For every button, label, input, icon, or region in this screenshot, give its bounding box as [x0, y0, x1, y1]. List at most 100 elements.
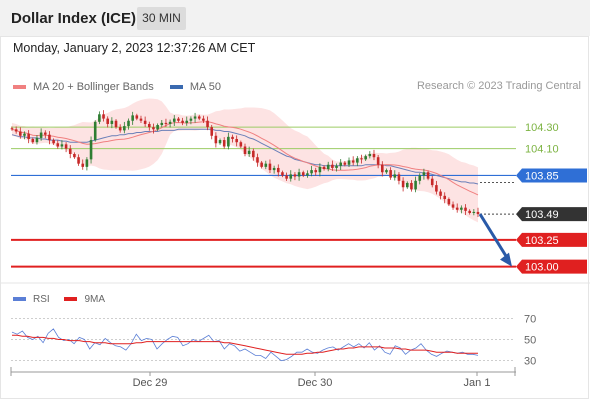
rsi-tick-label-0: 70	[524, 313, 536, 325]
candle	[318, 163, 322, 177]
candle-body	[252, 150, 255, 158]
candle-body	[314, 170, 318, 173]
candle-body	[43, 132, 47, 135]
candle-body	[397, 174, 401, 181]
legend-rsi-swatch	[13, 297, 26, 301]
candle	[14, 126, 18, 134]
candle	[210, 124, 214, 140]
candle	[131, 111, 134, 125]
candle	[256, 153, 259, 167]
candle-body	[214, 135, 218, 144]
candle-body	[293, 174, 297, 177]
legend-rsi-label: RSI	[33, 293, 50, 305]
candle-body	[335, 165, 338, 168]
candle-body	[401, 180, 405, 188]
candle	[430, 175, 434, 188]
candle	[285, 172, 288, 181]
candle-body	[256, 157, 259, 163]
candle	[335, 163, 338, 172]
rsi-tick-label-1: 50	[524, 335, 536, 347]
forecast-arrow-shaft	[478, 213, 509, 259]
candle-body	[35, 137, 39, 143]
candle-body	[218, 140, 222, 144]
candle	[77, 154, 80, 166]
candle-body	[152, 127, 155, 130]
last-price-tag	[516, 207, 587, 222]
candle-body	[118, 127, 122, 131]
candle	[331, 160, 334, 171]
candle-body	[160, 122, 164, 126]
candle-body	[93, 121, 97, 141]
candle-body	[430, 178, 434, 186]
x-tick-label-0: Dec 29	[133, 377, 168, 389]
candle	[472, 209, 476, 216]
candle	[68, 145, 72, 159]
candle	[214, 132, 218, 148]
candle	[281, 170, 284, 178]
candle-body	[85, 159, 89, 167]
candle	[455, 203, 459, 213]
candle-body	[472, 211, 476, 213]
candle	[243, 143, 247, 157]
candle-body	[227, 136, 230, 147]
candle	[314, 167, 318, 176]
candle	[64, 142, 68, 153]
pivot-label: 103.85	[525, 170, 559, 182]
timeframe-button[interactable]: 30 MIN	[137, 7, 186, 30]
candle	[189, 116, 193, 125]
candle-body	[260, 162, 263, 167]
candle-body	[389, 170, 392, 178]
candle-body	[272, 167, 276, 171]
ma20-line	[11, 121, 479, 196]
candle-body	[393, 174, 397, 178]
candle	[43, 130, 47, 139]
candle-body	[164, 122, 168, 124]
candle	[197, 114, 201, 121]
candle-body	[455, 207, 459, 210]
instrument-title: Dollar Index (ICE)	[11, 10, 137, 27]
candle	[272, 165, 276, 174]
candle-body	[297, 172, 301, 177]
candle-body	[268, 163, 272, 171]
candle-body	[351, 160, 355, 163]
candle-body	[460, 207, 463, 210]
support-tag-4	[516, 232, 587, 247]
candle	[297, 168, 301, 181]
candle	[364, 154, 367, 161]
candle	[81, 159, 85, 170]
price-chart[interactable]: 104.30 104.10 103.85 103.49 103.25 103.00	[0, 0, 590, 290]
candle-body	[231, 136, 234, 139]
candle	[114, 119, 118, 129]
candle	[310, 165, 313, 177]
candle	[426, 170, 430, 181]
candle-body	[439, 191, 442, 196]
candle	[468, 209, 471, 215]
candle	[356, 156, 359, 167]
candle	[98, 111, 101, 125]
rsi-tick-label-2: 30	[524, 356, 536, 368]
candle-body	[23, 133, 26, 136]
candle-body	[360, 158, 363, 160]
candle-body	[48, 134, 51, 141]
candle	[177, 116, 180, 123]
candle-body	[135, 115, 139, 119]
candle	[381, 161, 384, 177]
candle-body	[143, 120, 147, 124]
candle	[264, 160, 268, 170]
candle-body	[285, 175, 288, 179]
candle	[156, 123, 159, 131]
legend-9ma: 9MA	[64, 294, 105, 305]
rsi-series-rsi	[11, 328, 479, 362]
rsi-legend: RSI 9MA	[13, 293, 117, 305]
legend-9ma-swatch	[64, 297, 78, 301]
timestamp: Monday, January 2, 2023 12:37:26 AM CET	[13, 41, 256, 55]
candle-body	[447, 199, 451, 205]
candle-body	[372, 154, 376, 158]
x-tick-label-2: Jan 1	[464, 377, 491, 389]
candle-body	[56, 143, 60, 147]
candle-body	[410, 182, 413, 190]
candle-body	[235, 138, 238, 143]
candle	[222, 137, 226, 149]
candle-body	[31, 138, 35, 143]
